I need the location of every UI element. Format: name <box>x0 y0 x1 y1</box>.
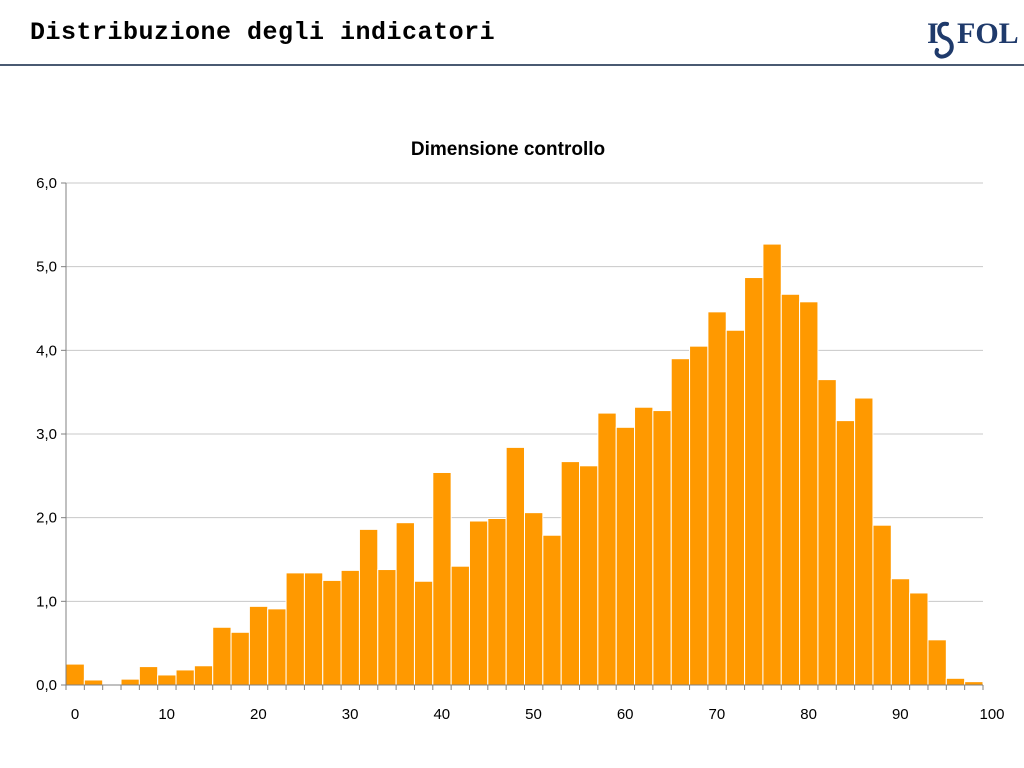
x-tick-label: 50 <box>525 706 542 723</box>
histogram-bar <box>945 677 966 686</box>
histogram-bar <box>542 534 562 686</box>
histogram-bar <box>835 420 856 686</box>
x-tick-label: 0 <box>71 706 79 723</box>
histogram-bar <box>579 465 599 686</box>
axes-group <box>61 182 984 690</box>
histogram-bar <box>193 665 214 686</box>
histogram-bar <box>872 524 892 686</box>
histogram-bar <box>505 446 526 686</box>
histogram-bar <box>138 666 159 686</box>
histogram-bar <box>212 626 232 686</box>
x-tick-label: 40 <box>433 706 450 723</box>
x-tick-label: 70 <box>709 706 726 723</box>
histogram-bar <box>468 520 489 686</box>
histogram-bar <box>120 678 140 686</box>
histogram-bar <box>395 522 415 686</box>
histogram-bar <box>670 358 691 686</box>
slide-title: Distribuzione degli indicatori <box>30 18 496 47</box>
histogram-bar <box>413 580 434 686</box>
histogram-bar <box>762 243 782 686</box>
x-tick-label: 30 <box>342 706 359 723</box>
histogram-bar <box>358 528 379 686</box>
histogram-bar <box>927 639 947 686</box>
x-tick-label: 20 <box>250 706 267 723</box>
histogram-bar <box>634 406 654 686</box>
svg-text:FOL: FOL <box>957 17 1019 50</box>
y-tick-label: 1,0 <box>36 593 57 610</box>
chart-title: Dimensione controllo <box>411 139 605 160</box>
histogram-bar <box>725 329 746 686</box>
y-axis-labels: 0,0 1,0 2,0 3,0 4,0 5,0 6,0 <box>36 175 57 694</box>
histogram-bar <box>707 311 727 686</box>
isfol-logo: I FOL <box>927 17 1019 59</box>
histogram-bar <box>780 293 801 686</box>
y-tick-label: 6,0 <box>36 175 57 192</box>
histogram-bar <box>744 277 764 686</box>
histogram-bar <box>432 471 452 686</box>
histogram-bar <box>964 681 984 686</box>
x-tick-label: 90 <box>892 706 909 723</box>
histogram-bar <box>65 663 85 686</box>
y-tick-label: 4,0 <box>36 342 57 359</box>
y-tick-label: 2,0 <box>36 510 57 527</box>
y-tick-label: 5,0 <box>36 259 57 276</box>
x-axis-labels: 0 10 20 30 40 50 60 70 80 90 100 <box>71 706 1005 723</box>
histogram-bar <box>248 605 269 686</box>
x-tick-label: 10 <box>158 706 175 723</box>
histogram-bar <box>230 631 250 686</box>
histogram-bar <box>450 565 470 686</box>
histogram-bar <box>175 669 195 686</box>
histogram-bar <box>377 569 397 686</box>
histogram-bar <box>652 410 672 686</box>
histogram-bar <box>340 569 360 686</box>
histogram-bar <box>817 379 837 686</box>
y-tick-label: 3,0 <box>36 426 57 443</box>
histogram-bar <box>157 674 177 686</box>
histogram-bar <box>689 345 709 686</box>
svg-text:I: I <box>927 17 939 50</box>
histogram-bar <box>303 572 324 686</box>
y-tick-label: 0,0 <box>36 677 57 694</box>
bars-group <box>65 243 984 686</box>
x-tick-label: 80 <box>800 706 817 723</box>
header-divider <box>0 64 1024 66</box>
histogram-bar <box>267 608 287 686</box>
histogram-bar <box>909 592 929 686</box>
histogram-bar <box>560 461 581 686</box>
histogram-bar <box>597 412 617 686</box>
histogram-bar <box>615 426 636 686</box>
histogram-bar <box>285 572 305 686</box>
histogram-bar <box>854 397 874 686</box>
histogram-bar <box>799 301 819 686</box>
x-tick-label: 60 <box>617 706 634 723</box>
histogram-bar <box>487 518 507 686</box>
x-tick-label: 100 <box>979 706 1004 723</box>
histogram-bar <box>83 679 104 686</box>
histogram-bar <box>524 512 544 686</box>
histogram-bar <box>322 579 342 686</box>
histogram-bar <box>890 578 911 686</box>
